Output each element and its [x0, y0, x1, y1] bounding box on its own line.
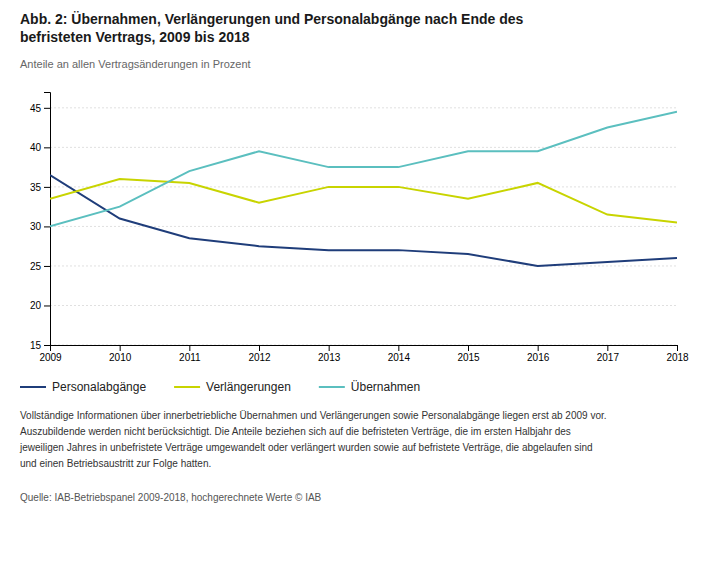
title: befristeten Vertrags, 2009 bis 2018 [20, 29, 250, 45]
chart: Abb. 2: Übernahmen, Verlängerungen und P… [0, 0, 701, 562]
x-tick-label: 2009 [39, 352, 62, 363]
x-tick: 2017 [597, 345, 620, 363]
y-tick-label: 45 [30, 103, 42, 114]
grid-line [50, 107, 677, 108]
x-tick: 2012 [248, 345, 271, 363]
y-tick: 20 [30, 300, 50, 311]
y-tick-mark [44, 108, 50, 109]
x-tick-mark [538, 345, 539, 351]
grid [50, 108, 677, 345]
x-tick-mark [607, 345, 608, 351]
series-line [50, 179, 677, 222]
source: Quelle: IAB-Betriebspanel 2009-2018, hoc… [20, 492, 322, 503]
x-tick: 2011 [179, 345, 201, 363]
legend-label: Personalabgänge [52, 380, 146, 394]
x-tick-label: 2014 [388, 352, 411, 363]
x-tick-label: 2015 [457, 352, 480, 363]
grid-line [50, 305, 677, 306]
series-line [50, 175, 677, 266]
x-tick-mark [329, 345, 330, 351]
y-tick: 30 [30, 221, 50, 232]
y-tick-label: 30 [30, 221, 42, 232]
legend: Personalabgänge Verlängerungen Übernahmen [20, 380, 420, 394]
x-tick-label: 2013 [318, 352, 341, 363]
grid-line [50, 147, 677, 148]
x-tick-label: 2017 [597, 352, 620, 363]
legend-swatch [20, 386, 46, 388]
y-tick-label: 35 [30, 182, 42, 193]
plot: 2009201020112012201320142015201620172018… [30, 93, 689, 364]
y-axis: 15 20 25 30 35 40 45 [30, 93, 51, 351]
legend-item: Personalabgänge [20, 380, 146, 394]
y-tick-mark [44, 147, 50, 148]
x-tick-mark [468, 345, 469, 351]
legend-item: Übernahmen [319, 380, 420, 394]
lines [50, 112, 677, 266]
y-tick: 25 [30, 261, 50, 272]
x-tick-mark [398, 345, 399, 351]
y-tick: 15 [30, 340, 50, 351]
y-tick-label: 40 [30, 142, 42, 153]
y-tick-mark [44, 187, 50, 188]
legend-swatch [319, 386, 345, 388]
legend-swatch [174, 386, 200, 388]
x-tick-label: 2011 [179, 352, 201, 363]
y-tick-mark [44, 226, 50, 227]
footnote: Vollständige Informationen über innerbet… [20, 410, 607, 421]
y-tick-mark [44, 266, 50, 267]
y-tick: 40 [30, 142, 50, 153]
x-tick: 2018 [666, 345, 689, 363]
x-tick-label: 2018 [666, 352, 689, 363]
footnote: und einen Betriebsaustritt zur Folge hat… [20, 458, 211, 469]
x-tick: 2009 [39, 345, 62, 363]
legend-item: Verlängerungen [174, 380, 291, 394]
y-tick-mark [44, 305, 50, 306]
x-tick-label: 2016 [527, 352, 550, 363]
y-tick: 35 [30, 182, 50, 193]
y-tick-mark [44, 345, 50, 346]
series-line [50, 112, 677, 227]
legend-label: Übernahmen [351, 380, 420, 394]
x-tick: 2010 [109, 345, 132, 363]
x-tick: 2016 [527, 345, 550, 363]
y-tick-label: 15 [30, 340, 42, 351]
footnote: Auszubildende werden nicht berücksichtig… [20, 426, 571, 437]
footnote: jeweiligen Jahres in unbefristete Verträ… [19, 442, 593, 453]
x-tick: 2014 [388, 345, 411, 363]
grid-line [50, 265, 677, 266]
y-tick: 45 [30, 103, 50, 114]
y-tick-label: 20 [30, 300, 42, 311]
x-tick-label: 2012 [248, 352, 271, 363]
subtitle: Anteile an allen Vertragsänderungen in P… [20, 58, 251, 70]
x-tick-mark [259, 345, 260, 351]
x-tick: 2015 [457, 345, 480, 363]
y-tick-label: 25 [30, 261, 42, 272]
y-axis-line [44, 93, 51, 346]
title: Abb. 2: Übernahmen, Verlängerungen und P… [20, 11, 524, 27]
x-tick-mark [189, 345, 190, 351]
x-axis: 2009 2010 2011 2012 2013 2014 2015 2016 2017 2018 [39, 345, 689, 363]
x-tick-mark [120, 345, 121, 351]
x-tick-mark [677, 345, 678, 351]
x-axis-line [51, 346, 678, 352]
legend-label: Verlängerungen [206, 380, 291, 394]
x-tick-label: 2010 [109, 352, 132, 363]
x-tick: 2013 [318, 345, 341, 363]
